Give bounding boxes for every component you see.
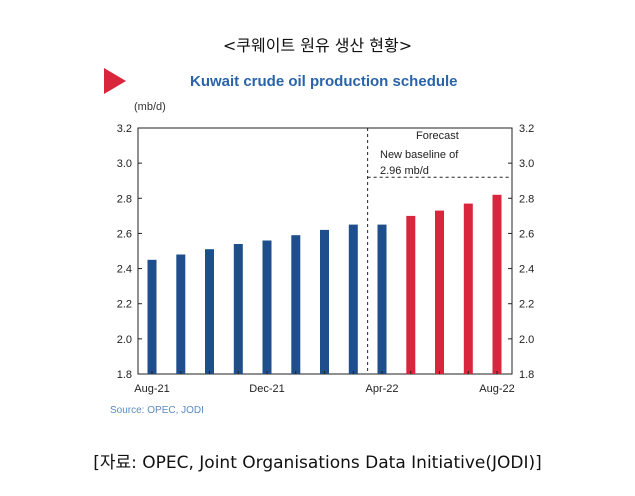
forecast-bar xyxy=(492,194,502,374)
forecast-bar xyxy=(463,203,473,374)
x-tick-label: Aug-22 xyxy=(479,383,514,395)
right-tick-label: 3.0 xyxy=(519,158,534,170)
right-tick-label: 2.8 xyxy=(519,193,534,205)
right-tick-label: 2.4 xyxy=(519,264,534,276)
left-tick-label: 3.0 xyxy=(117,158,132,170)
right-tick-label: 2.6 xyxy=(519,228,534,240)
actual-bar xyxy=(147,259,157,374)
actual-bar xyxy=(377,224,387,374)
x-axis: Aug-21 Dec-21 Apr-22 Aug-22 xyxy=(134,371,515,395)
left-tick-label: 2.4 xyxy=(117,264,132,276)
actual-bar xyxy=(320,229,329,374)
forecast-label: Forecast xyxy=(416,130,459,142)
actual-bar xyxy=(262,240,272,374)
actual-bar xyxy=(176,254,186,374)
left-tick-label: 2.6 xyxy=(117,228,132,240)
left-tick-label: 2.2 xyxy=(117,299,132,311)
brand-triangle-icon xyxy=(104,68,126,94)
right-tick-label: 2.0 xyxy=(519,334,534,346)
right-tick-label: 1.8 xyxy=(519,369,534,381)
actual-bar xyxy=(205,249,214,374)
x-tick-label: Apr-22 xyxy=(365,383,398,395)
actual-bar xyxy=(348,224,358,374)
left-tick-label: 2.8 xyxy=(117,193,132,205)
left-tick-label: 2.0 xyxy=(117,334,132,346)
actual-bar xyxy=(233,244,243,374)
source-caption: [자료: OPEC, Joint Organisations Data Init… xyxy=(93,453,542,473)
page-caption: <쿠웨이트 원유 생산 현황> xyxy=(222,36,413,55)
bar-group xyxy=(147,194,502,374)
actual-bar xyxy=(291,235,301,374)
baseline-annotation-line1: New baseline of xyxy=(380,149,459,161)
right-tick-label: 3.2 xyxy=(519,123,534,135)
forecast-bar xyxy=(435,210,444,374)
x-tick-label: Aug-21 xyxy=(134,383,169,395)
x-tick-label: Dec-21 xyxy=(249,383,284,395)
right-tick-label: 2.2 xyxy=(519,299,534,311)
right-axis: 1.8 2.0 2.2 2.4 2.6 2.8 3.0 3.2 xyxy=(508,123,534,381)
baseline-annotation-line2: 2.96 mb/d xyxy=(380,165,429,177)
y-axis-unit-label: (mb/d) xyxy=(134,101,166,113)
chart-title: Kuwait crude oil production schedule xyxy=(190,73,458,90)
left-tick-label: 3.2 xyxy=(117,123,132,135)
chart-source-note: Source: OPEC, JODI xyxy=(110,405,204,416)
forecast-bar xyxy=(406,215,416,374)
left-tick-label: 1.8 xyxy=(117,369,132,381)
left-axis: 1.8 2.0 2.2 2.4 2.6 2.8 3.0 3.2 xyxy=(117,123,142,381)
